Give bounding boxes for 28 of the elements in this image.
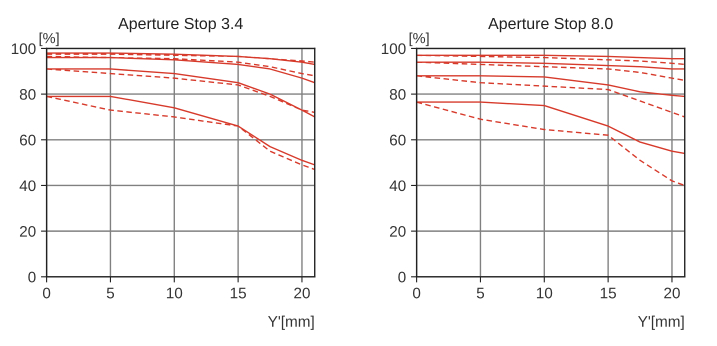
x-axis-title: Y'[mm] [638, 316, 684, 330]
y-tick-label: 60 [390, 134, 406, 146]
x-tick-label: 5 [476, 288, 484, 298]
y-axis-title: [%] [410, 32, 429, 46]
chart-title: Aperture Stop 8.0 [488, 18, 613, 32]
x-tick-label: 0 [42, 288, 50, 298]
y-tick-label: 80 [390, 88, 406, 100]
y-tick-label: 40 [20, 180, 36, 192]
chart-title: Aperture Stop 3.4 [118, 18, 243, 32]
x-tick-label: 10 [536, 288, 552, 298]
x-axis-title: Y'[mm] [268, 316, 314, 330]
x-tick-label: 10 [166, 288, 182, 298]
x-tick-label: 15 [230, 288, 246, 298]
x-tick-label: 0 [412, 288, 420, 298]
x-tick-label: 20 [664, 288, 680, 298]
y-tick-label: 100 [382, 43, 406, 54]
y-axis-title: [%] [40, 32, 59, 46]
y-tick-label: 20 [20, 226, 36, 237]
x-tick-label: 15 [600, 288, 616, 298]
y-tick-label: 40 [390, 180, 406, 192]
x-tick-label: 5 [106, 288, 114, 298]
y-tick-label: 0 [28, 272, 36, 282]
y-tick-label: 0 [398, 272, 406, 282]
y-tick-label: 60 [20, 134, 36, 146]
x-tick-label: 20 [294, 288, 310, 298]
y-tick-label: 100 [12, 43, 36, 54]
y-tick-label: 20 [390, 226, 406, 237]
y-tick-label: 80 [20, 88, 36, 100]
